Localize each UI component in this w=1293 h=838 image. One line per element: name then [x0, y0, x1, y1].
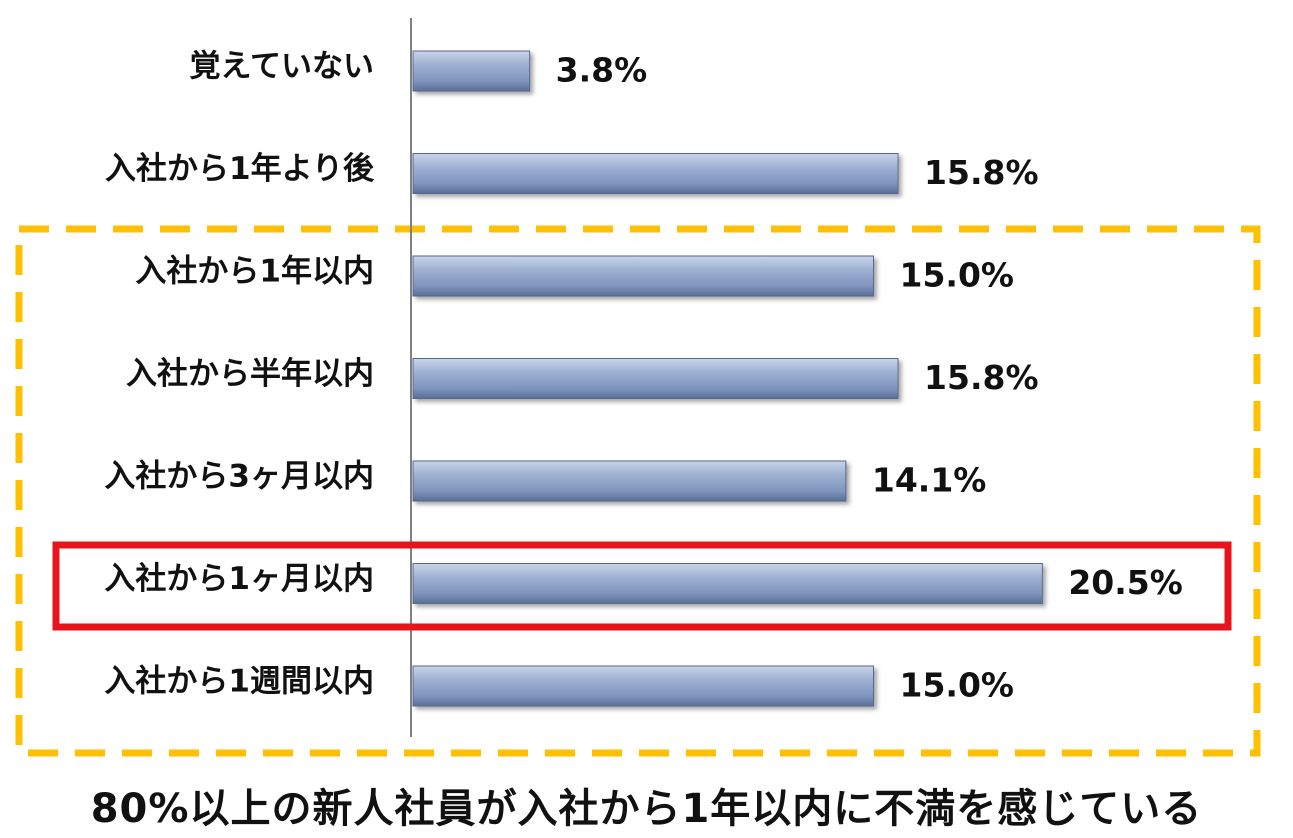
bar-2 — [412, 255, 874, 297]
category-label-6: 入社から1週間以内 — [104, 664, 374, 700]
category-label-4: 入社から3ヶ月以内 — [104, 459, 374, 495]
value-label-3: 15.8% — [924, 358, 1039, 397]
one-month-highlight-box — [52, 541, 1232, 631]
chart-caption: 80%以上の新人社員が入社から1年以内に不満を感じている — [90, 786, 1203, 832]
category-label-1: 入社から1年より後 — [105, 151, 375, 187]
value-label-4: 14.1% — [872, 461, 987, 500]
bar-6 — [412, 665, 874, 707]
bar-4 — [412, 460, 847, 502]
bar-chart-svg: 覚えていない入社から1年より後入社から1年以内入社から半年以内入社から3ヶ月以内… — [15, 18, 1261, 757]
category-label-2: 入社から1年以内 — [135, 254, 374, 290]
bar-1 — [412, 153, 899, 194]
value-label-6: 15.0% — [900, 666, 1015, 705]
value-label-5: 20.5% — [1068, 563, 1183, 602]
bar-5 — [412, 563, 1043, 604]
value-labels: 3.8% 15.8% 15.0% 15.8% 14.1% 20.5% 15.0% — [556, 51, 1183, 705]
value-label-1: 15.8% — [924, 153, 1039, 192]
value-label-2: 15.0% — [900, 256, 1015, 295]
bars-group — [412, 50, 1043, 707]
within-one-year-highlight-box — [15, 225, 1261, 757]
bar-0 — [412, 50, 531, 92]
bar-3 — [412, 358, 899, 399]
value-label-0: 3.8% — [556, 51, 648, 90]
category-label-0: 覚えていない — [190, 49, 374, 85]
category-label-5: 入社から1ヶ月以内 — [104, 561, 374, 597]
category-labels: 覚えていない入社から1年より後入社から1年以内入社から半年以内入社から3ヶ月以内… — [104, 49, 375, 700]
category-label-3: 入社から半年以内 — [126, 356, 374, 392]
